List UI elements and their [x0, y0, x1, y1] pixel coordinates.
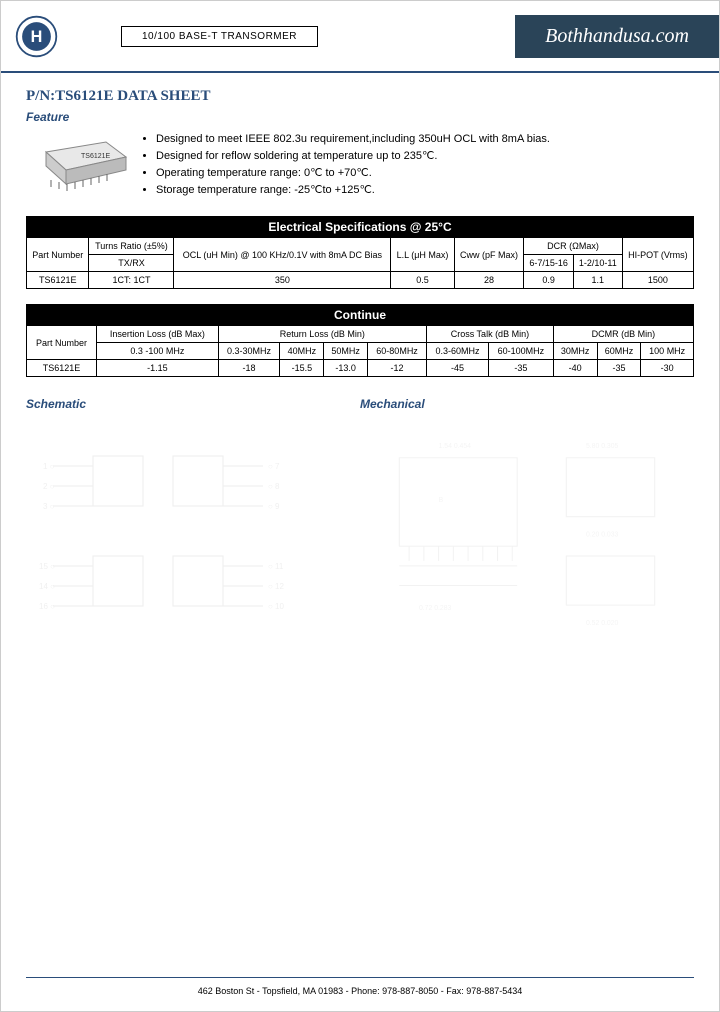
footer-text: 462 Boston St - Topsfield, MA 01983 - Ph… [198, 986, 523, 996]
svg-text:○ 10: ○ 10 [268, 602, 285, 611]
page-title: P/N:TS6121E DATA SHEET [26, 88, 694, 105]
divider-bottom [26, 977, 694, 978]
svg-text:H: H [30, 27, 42, 45]
svg-text:○ 9: ○ 9 [268, 502, 280, 511]
th-turns: Turns Ratio (±5%) [89, 238, 174, 255]
svg-text:1.54 0.454: 1.54 0.454 [439, 443, 472, 450]
electrical-spec-table: Electrical Specifications @ 25°C Part Nu… [26, 216, 694, 289]
page-header: H 10/100 BASE-T TRANSORMER Bothhandusa.c… [1, 1, 719, 71]
svg-text:B: B [439, 497, 444, 504]
th-ll: L.L (μH Max) [391, 238, 454, 272]
product-type-label: 10/100 BASE-T TRANSORMER [121, 26, 318, 47]
svg-text:16 ○: 16 ○ [39, 602, 55, 611]
th-dcr: DCR (ΩMax) [524, 238, 622, 255]
feature-item: Designed for reflow soldering at tempera… [156, 149, 550, 162]
diagram-headings: Schematic Mechanical [26, 392, 694, 416]
svg-text:1 ○: 1 ○ [43, 462, 55, 471]
chip-image: TS6121E [26, 129, 146, 199]
table-row: TS6121E -1.15 -18 -15.5 -13.0 -12 -45 -3… [27, 360, 694, 377]
table2-title: Continue [27, 305, 694, 326]
feature-list: Designed to meet IEEE 802.3u requirement… [146, 129, 550, 211]
svg-text:15 ○: 15 ○ [39, 562, 55, 571]
svg-text:14 ○: 14 ○ [39, 582, 55, 591]
svg-text:2 ○: 2 ○ [43, 482, 55, 491]
feature-item: Operating temperature range: 0℃ to +70℃. [156, 166, 550, 179]
mechanical-diagram: 1.54 0.454 B 0.72 0.283 5.80 0.305 0.20 … [360, 416, 694, 696]
th-part2: Part Number [27, 326, 97, 360]
svg-text:TS6121E: TS6121E [81, 153, 111, 160]
th-cww: Cww (pF Max) [454, 238, 524, 272]
continue-spec-table: Continue Part Number Insertion Loss (dB … [26, 304, 694, 377]
svg-text:5.80 0.305: 5.80 0.305 [586, 443, 619, 450]
page-footer: 462 Boston St - Topsfield, MA 01983 - Ph… [1, 977, 719, 996]
schematic-diagram: 1 ○ 2 ○ 3 ○ ○ 7 ○ 8 ○ 9 15 ○ 14 ○ 16 ○ ○… [26, 416, 360, 696]
th-dcmr: DCMR (dB Min) [553, 326, 693, 343]
feature-section: TS6121E Designed to meet IEEE 802.3u req… [26, 129, 694, 211]
feature-item: Designed to meet IEEE 802.3u requirement… [156, 133, 550, 145]
feature-heading: Feature [26, 110, 694, 124]
content-area: P/N:TS6121E DATA SHEET Feature TS6121E D… [1, 73, 719, 706]
th-dcr2: 1-2/10-11 [573, 255, 622, 272]
th-il: Insertion Loss (dB Max) [97, 326, 218, 343]
svg-text:0.52 0.020: 0.52 0.020 [586, 620, 619, 627]
svg-text:○ 11: ○ 11 [268, 562, 284, 571]
th-rl: Return Loss (dB Min) [218, 326, 426, 343]
th-ocl: OCL (uH Min) @ 100 KHz/0.1V with 8mA DC … [174, 238, 391, 272]
datasheet-page: H 10/100 BASE-T TRANSORMER Bothhandusa.c… [0, 0, 720, 1012]
diagram-area: 1 ○ 2 ○ 3 ○ ○ 7 ○ 8 ○ 9 15 ○ 14 ○ 16 ○ ○… [26, 416, 694, 696]
schematic-heading: Schematic [26, 397, 360, 411]
mechanical-heading: Mechanical [360, 397, 694, 411]
svg-text:○ 12: ○ 12 [268, 582, 285, 591]
th-ct: Cross Talk (dB Min) [427, 326, 554, 343]
brand-name: Bothhandusa.com [515, 15, 719, 58]
th-part: Part Number [27, 238, 89, 272]
svg-text:0.72 0.283: 0.72 0.283 [419, 605, 452, 612]
th-turns-sub: TX/RX [89, 255, 174, 272]
svg-text:0.20 0.033: 0.20 0.033 [586, 531, 619, 538]
company-logo: H [11, 11, 61, 61]
table-row: TS6121E 1CT: 1CT 350 0.5 28 0.9 1.1 1500 [27, 272, 694, 289]
svg-text:○ 8: ○ 8 [268, 482, 280, 491]
svg-text:3 ○: 3 ○ [43, 502, 55, 511]
th-dcr1: 6-7/15-16 [524, 255, 573, 272]
svg-text:○ 7: ○ 7 [268, 462, 280, 471]
feature-item: Storage temperature range: -25℃to +125℃. [156, 183, 550, 196]
table1-title: Electrical Specifications @ 25°C [27, 217, 694, 238]
th-hipot: HI-POT (Vrms) [622, 238, 693, 272]
